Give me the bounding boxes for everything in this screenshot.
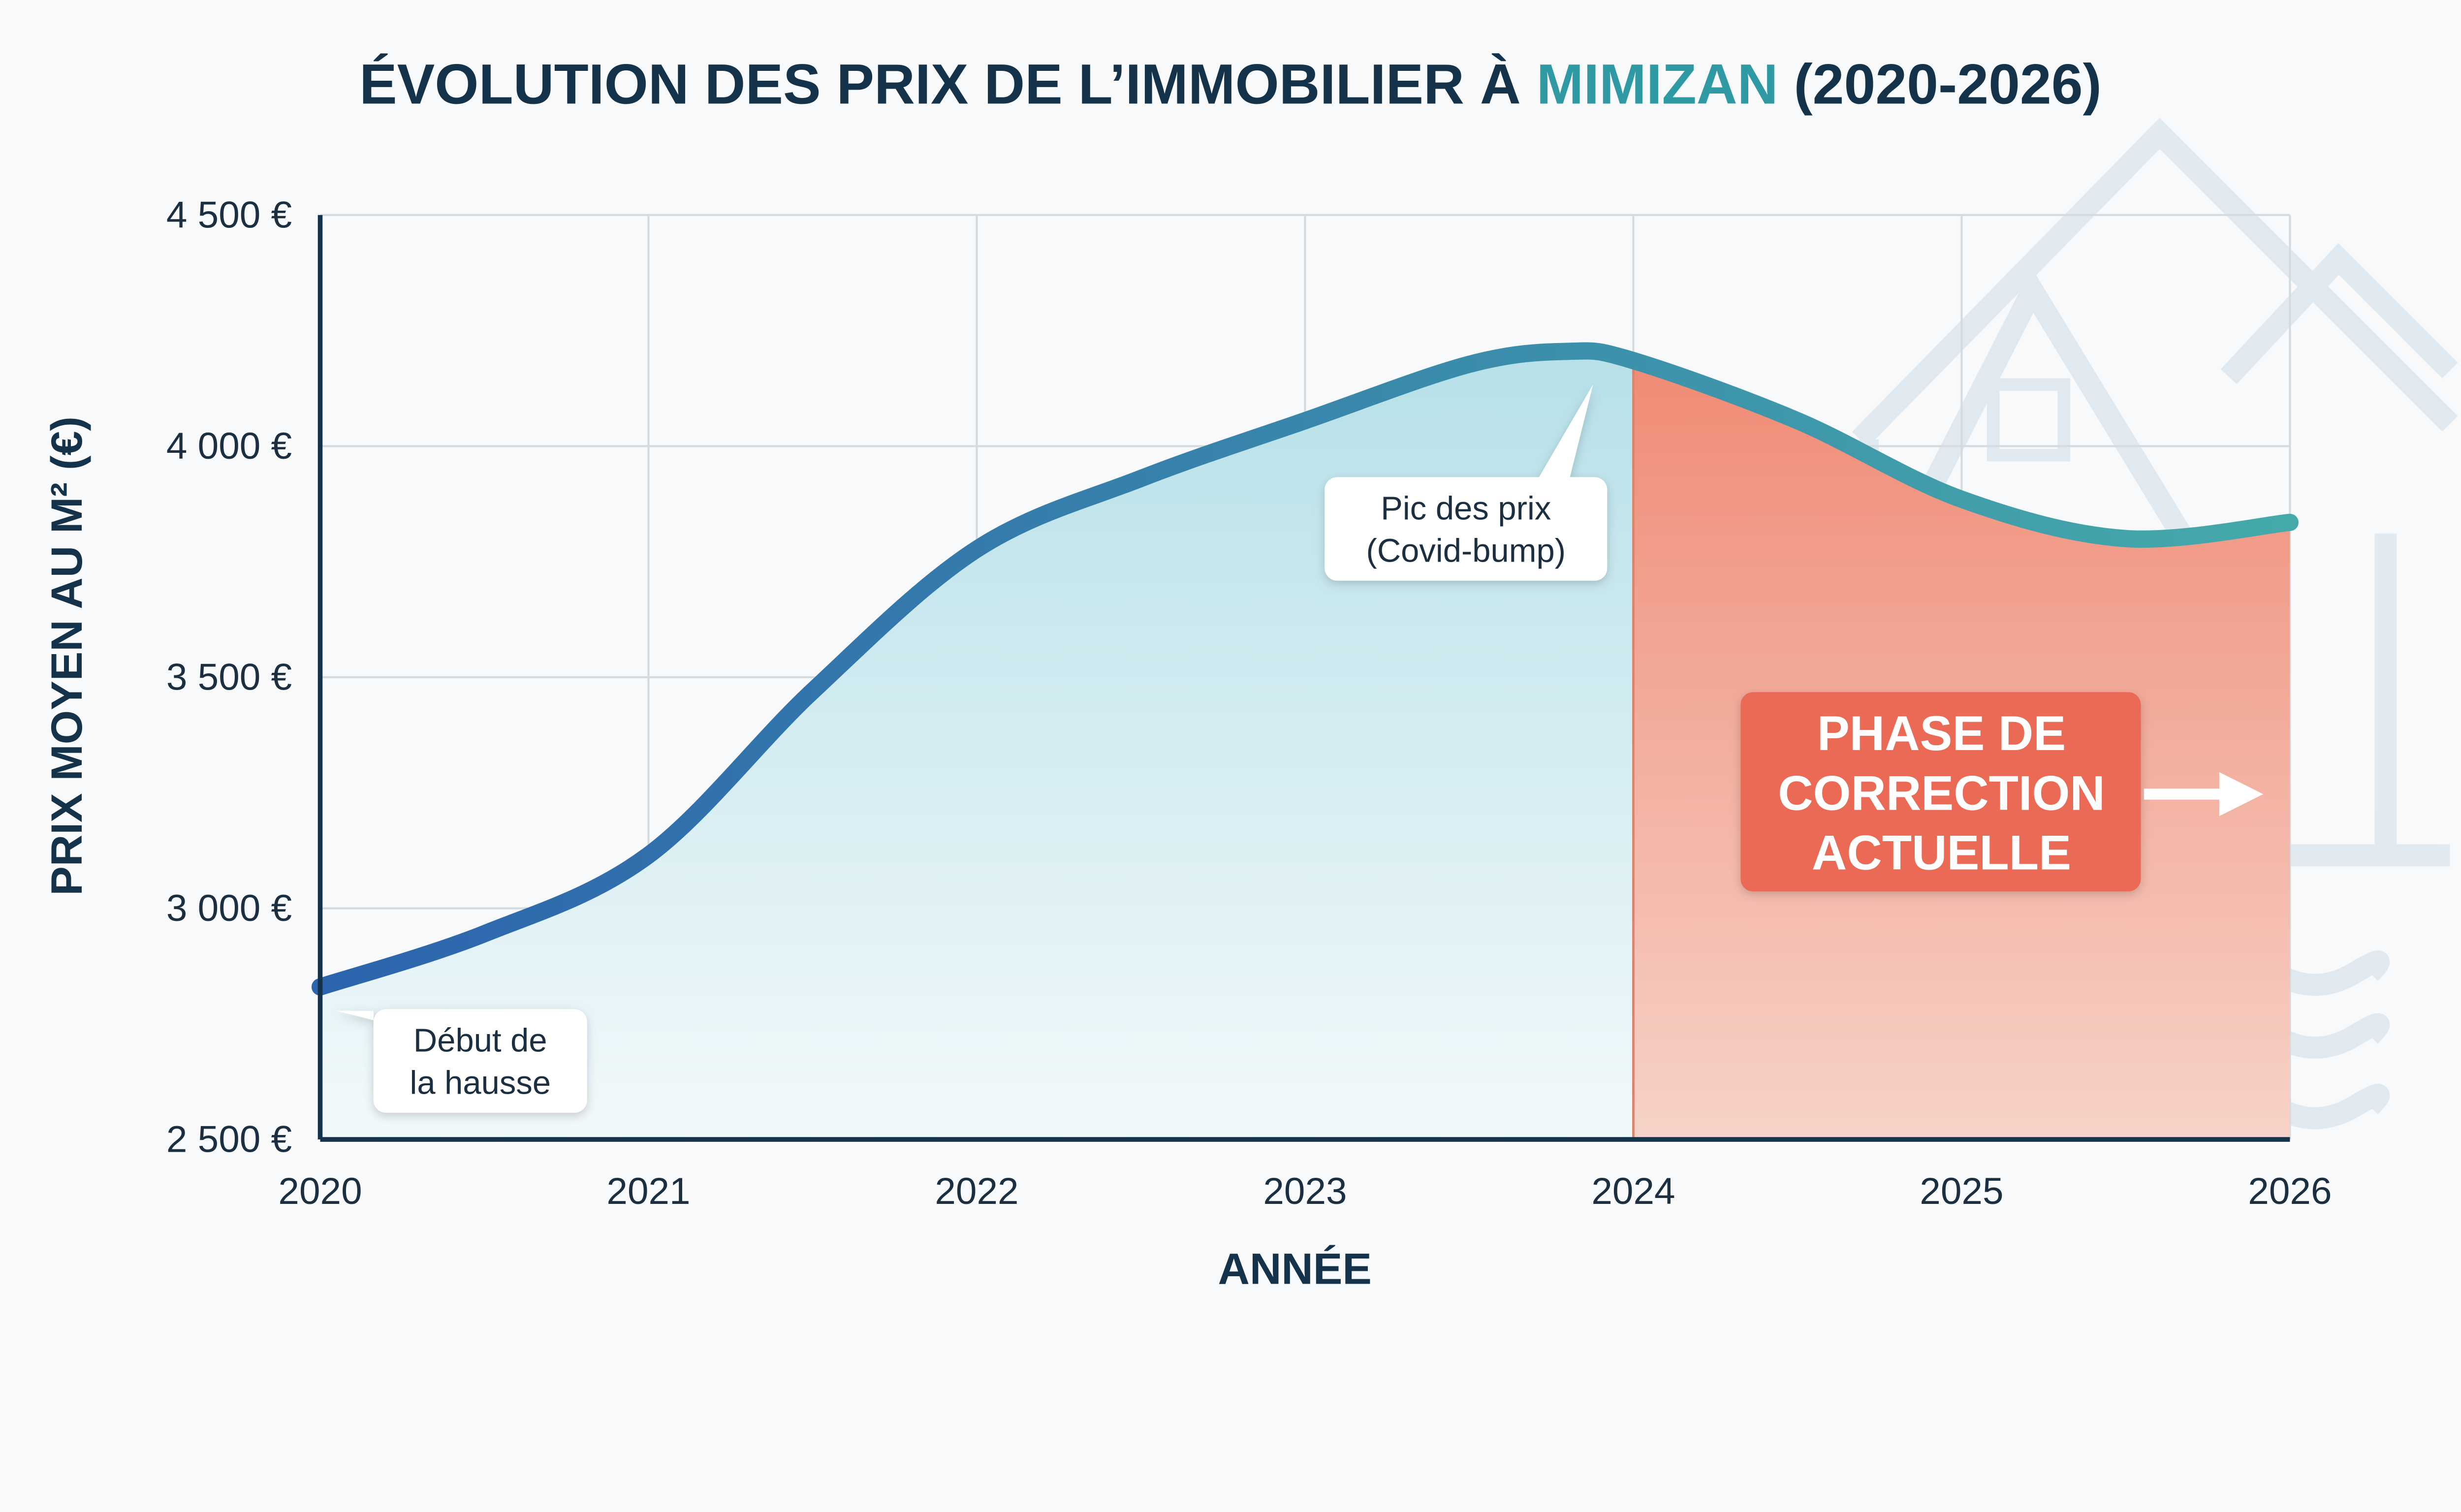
right-arrow-icon (2144, 772, 2264, 817)
y-tick-label: 3 000 € (166, 887, 292, 929)
chart-title: ÉVOLUTION DES PRIX DE L’IMMOBILIER À MIM… (359, 53, 2102, 116)
x-tick-labels: 2020 2021 2022 2023 2024 2025 2026 (278, 1170, 2332, 1212)
x-tick-label: 2020 (278, 1170, 362, 1212)
annotation-start-text: Début de la hausse (410, 1022, 551, 1101)
series (311, 342, 2299, 996)
y-axis-title: PRIX MOYEN AU M² (€) (42, 416, 91, 896)
x-tick-label: 2024 (1591, 1170, 1675, 1212)
x-tick-label: 2026 (2248, 1170, 2332, 1212)
annotation-peak (1325, 384, 1608, 581)
correction-phase-text: PHASE DE CORRECTION ACTUELLE (1778, 706, 2105, 880)
y-tick-label: 2 500 € (166, 1119, 292, 1161)
x-axis-title: ANNÉE (1218, 1244, 1371, 1293)
price-chart: ÉVOLUTION DES PRIX DE L’IMMOBILIER À MIM… (42, 53, 2458, 1293)
x-tick-label: 2025 (1920, 1170, 2003, 1212)
y-tick-label: 4 000 € (166, 425, 292, 467)
x-tick-label: 2021 (606, 1170, 690, 1212)
price-line (311, 342, 2299, 996)
x-tick-label: 2022 (935, 1170, 1018, 1212)
title-accent-city: MIMIZAN (1537, 53, 1778, 116)
correction-phase-box (1740, 692, 2141, 892)
x-tick-label: 2023 (1263, 1170, 1347, 1212)
y-tick-label: 3 500 € (166, 656, 292, 698)
area-fill-rise (320, 350, 1634, 1140)
annotation-peak-text: Pic des prix (Covid-bump) (1366, 490, 1566, 569)
y-tick-labels: 2 500 € 3 000 € 3 500 € 4 000 € 4 500 € (166, 194, 292, 1160)
y-tick-label: 4 500 € (166, 194, 292, 236)
